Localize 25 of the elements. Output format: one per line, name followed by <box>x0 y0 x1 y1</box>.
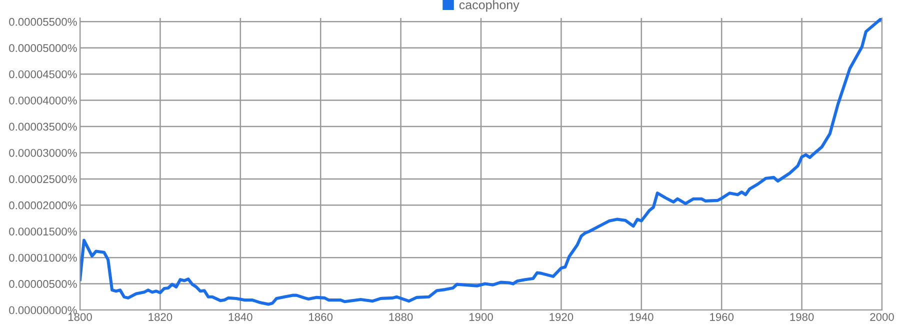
y-tick-label: 0.00002500% <box>9 175 77 184</box>
y-tick-label: 0.00004500% <box>9 70 77 78</box>
y-tick-label: 0.00002000% <box>9 201 77 210</box>
y-tick-label: 0.00001500% <box>9 228 77 236</box>
x-tick-label: 2000 <box>870 313 894 321</box>
y-tick-label: 0.00001000% <box>9 254 77 262</box>
y-tick-label: 0.00005000% <box>9 44 77 52</box>
x-tick-label: 1980 <box>790 313 814 321</box>
x-tick-label: 1860 <box>309 313 333 321</box>
y-tick-label: 0.00000500% <box>9 280 77 288</box>
y-tick-label: 0.00003000% <box>9 148 77 157</box>
legend-label: cacophony <box>459 0 520 12</box>
x-tick-label: 1800 <box>68 313 92 321</box>
x-tick-label: 1880 <box>389 313 413 321</box>
y-tick-label: 0.00003500% <box>9 122 77 131</box>
y-tick-label: 0.00005500% <box>9 18 77 26</box>
y-tick-label: 0.00004000% <box>9 96 77 104</box>
y-tick-label: 0.00000000% <box>9 306 77 314</box>
x-tick-label: 1960 <box>710 313 734 321</box>
x-tick-label: 1920 <box>550 313 574 321</box>
x-tick-label: 1820 <box>148 313 172 321</box>
x-tick-label: 1940 <box>630 313 654 321</box>
line-series <box>80 18 882 306</box>
x-tick-label: 1900 <box>469 313 493 321</box>
x-tick-label: 1840 <box>228 313 252 321</box>
